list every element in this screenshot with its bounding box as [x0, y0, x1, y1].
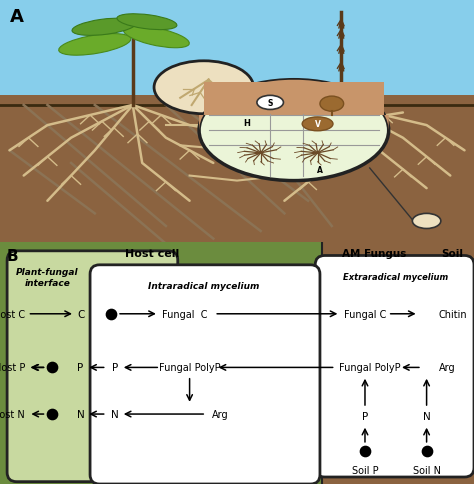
Text: Host cell: Host cell — [125, 249, 179, 259]
Point — [48, 410, 56, 418]
FancyBboxPatch shape — [90, 265, 320, 484]
Text: A: A — [9, 8, 23, 26]
Text: Host P: Host P — [0, 363, 25, 373]
Circle shape — [257, 96, 283, 110]
Text: Extraradical mycelium: Extraradical mycelium — [343, 272, 448, 281]
Point — [48, 364, 56, 372]
Text: Fungal  C: Fungal C — [162, 309, 208, 319]
Text: C: C — [77, 309, 84, 319]
Circle shape — [199, 80, 389, 181]
Point — [361, 448, 369, 455]
Text: Host C: Host C — [0, 309, 25, 319]
Text: Fungal PolyP: Fungal PolyP — [339, 363, 401, 373]
Ellipse shape — [302, 118, 333, 132]
Text: N: N — [423, 411, 430, 422]
Ellipse shape — [72, 19, 137, 36]
Circle shape — [154, 61, 254, 115]
Text: AM Fungus: AM Fungus — [342, 249, 407, 259]
Text: P: P — [77, 363, 84, 373]
Bar — [322, 242, 474, 484]
Point — [423, 448, 430, 455]
Text: H: H — [243, 119, 250, 128]
Text: Chitin: Chitin — [438, 309, 467, 319]
Bar — [0, 0, 474, 106]
FancyBboxPatch shape — [7, 251, 178, 482]
Text: A: A — [317, 166, 323, 174]
Text: Plant-fungal
interface: Plant-fungal interface — [16, 268, 79, 287]
Text: Soil N: Soil N — [412, 465, 441, 475]
Text: Fungal C: Fungal C — [344, 309, 386, 319]
Bar — [0, 96, 474, 252]
Ellipse shape — [117, 15, 177, 30]
Text: Arg: Arg — [438, 363, 455, 373]
Ellipse shape — [124, 27, 189, 49]
Text: V: V — [315, 120, 320, 129]
Text: Host N: Host N — [0, 409, 25, 419]
Text: Fungal PolyP: Fungal PolyP — [159, 363, 220, 373]
Text: P: P — [111, 363, 118, 373]
Text: S: S — [267, 99, 273, 107]
Bar — [204, 83, 384, 116]
FancyBboxPatch shape — [315, 256, 474, 477]
Text: Soil: Soil — [442, 249, 464, 259]
Text: N: N — [77, 409, 84, 419]
Text: P: P — [362, 411, 368, 422]
Ellipse shape — [59, 34, 131, 56]
Text: B: B — [7, 249, 19, 264]
Ellipse shape — [320, 97, 344, 112]
Circle shape — [412, 214, 441, 229]
Bar — [0, 242, 322, 484]
Text: Soil P: Soil P — [352, 465, 378, 475]
Point — [108, 310, 115, 318]
Text: Arg: Arg — [212, 409, 229, 419]
Polygon shape — [199, 81, 389, 131]
Text: N: N — [111, 409, 118, 419]
Text: Intraradical mycelium: Intraradical mycelium — [148, 282, 259, 290]
